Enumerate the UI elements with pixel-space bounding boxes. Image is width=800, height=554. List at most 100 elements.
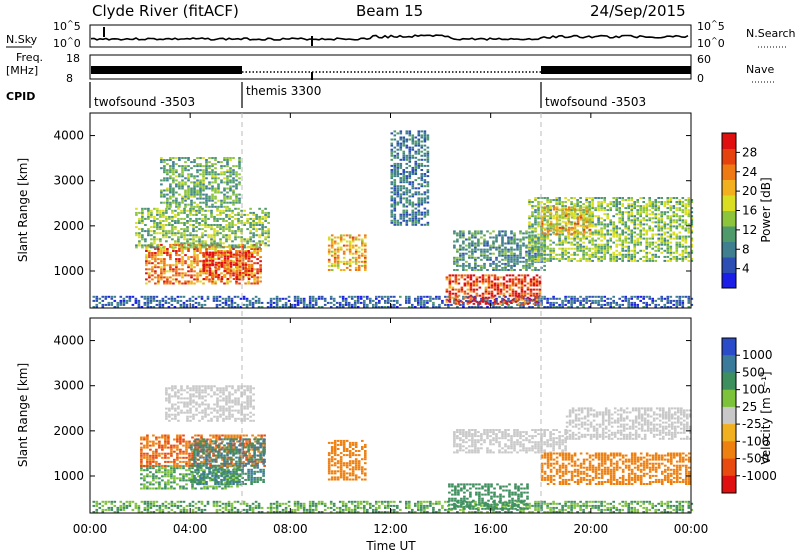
power-cell bbox=[226, 262, 229, 265]
power-cell bbox=[624, 223, 627, 226]
power-cell bbox=[543, 214, 547, 217]
velocity-cell bbox=[113, 500, 117, 503]
power-cell bbox=[459, 232, 462, 235]
power-cell bbox=[208, 199, 211, 202]
power-cell bbox=[645, 239, 648, 242]
power-cell bbox=[474, 262, 477, 265]
power-cell bbox=[690, 257, 694, 260]
power-cell bbox=[510, 246, 513, 249]
power-cell bbox=[208, 256, 211, 259]
power-cell bbox=[393, 130, 397, 133]
power-cell bbox=[469, 284, 473, 287]
power-cell bbox=[570, 243, 573, 246]
power-cell bbox=[684, 245, 688, 248]
power-cell bbox=[354, 252, 358, 255]
power-cell bbox=[510, 240, 513, 243]
power-cell bbox=[223, 189, 226, 192]
power-cell bbox=[174, 222, 177, 224]
power-cell bbox=[169, 159, 172, 161]
velocity-cell bbox=[170, 500, 174, 503]
power-cell bbox=[193, 177, 196, 180]
nsky-label: N.Sky bbox=[6, 33, 38, 46]
power-cell bbox=[612, 255, 615, 258]
power-cell bbox=[579, 237, 582, 240]
power-cell bbox=[208, 269, 212, 272]
power-cell bbox=[522, 306, 525, 308]
power-cell bbox=[615, 213, 618, 216]
power-cell bbox=[208, 197, 211, 200]
power-cell bbox=[190, 274, 193, 277]
power-cell bbox=[633, 205, 636, 208]
power-cell bbox=[606, 223, 609, 226]
power-cell bbox=[372, 299, 375, 302]
power-cell bbox=[345, 262, 349, 265]
power-cell bbox=[517, 274, 521, 277]
power-cell bbox=[630, 205, 633, 208]
power-cell bbox=[681, 295, 685, 298]
power-cell bbox=[157, 282, 160, 285]
power-cell bbox=[183, 230, 186, 233]
power-cell bbox=[538, 276, 542, 279]
velocity-cell bbox=[164, 506, 168, 509]
power-cell bbox=[597, 303, 600, 306]
power-cell bbox=[525, 260, 528, 263]
power-cell bbox=[426, 299, 429, 302]
power-cell bbox=[159, 228, 162, 231]
power-cell bbox=[573, 212, 577, 215]
velocity-cell bbox=[185, 511, 189, 513]
power-cell bbox=[116, 303, 120, 306]
power-cell bbox=[505, 300, 509, 303]
power-cell bbox=[175, 191, 178, 194]
power-cell bbox=[138, 234, 141, 237]
power-cell bbox=[591, 243, 594, 246]
power-cell bbox=[408, 213, 412, 216]
power-cell bbox=[214, 254, 217, 257]
power-cell bbox=[657, 209, 660, 212]
power-cell bbox=[153, 240, 156, 243]
power-cell bbox=[330, 240, 334, 243]
power-cell bbox=[648, 297, 651, 300]
power-cell bbox=[231, 226, 234, 229]
power-cell bbox=[205, 259, 209, 262]
power-cell bbox=[220, 165, 223, 168]
power-cell bbox=[636, 251, 639, 254]
power-cell bbox=[199, 163, 202, 166]
power-cell bbox=[159, 220, 162, 222]
power-cell bbox=[218, 295, 222, 298]
power-cell bbox=[290, 303, 294, 306]
power-cell bbox=[202, 181, 205, 184]
power-cell bbox=[195, 246, 198, 249]
power-cell bbox=[672, 257, 676, 260]
power-cell bbox=[181, 268, 184, 271]
power-cell bbox=[214, 245, 217, 248]
power-cell bbox=[202, 177, 205, 180]
power-cell bbox=[651, 243, 654, 246]
power-cell bbox=[523, 298, 527, 301]
power-cell bbox=[169, 157, 172, 159]
power-cell bbox=[364, 244, 367, 247]
power-cell bbox=[681, 301, 685, 304]
power-cell bbox=[261, 240, 264, 243]
power-cell bbox=[408, 295, 411, 298]
power-cell bbox=[627, 301, 630, 304]
power-cell bbox=[411, 171, 415, 173]
power-cell bbox=[543, 247, 546, 250]
velocity-cell bbox=[95, 502, 99, 505]
power-cell bbox=[323, 297, 327, 300]
power-cell bbox=[471, 242, 474, 245]
power-cell bbox=[567, 219, 570, 222]
power-cell bbox=[498, 295, 501, 298]
power-cell bbox=[588, 203, 591, 206]
power-cell bbox=[396, 221, 400, 224]
velocity-cell bbox=[233, 500, 237, 503]
power-cell bbox=[591, 301, 594, 304]
velocity-cell bbox=[182, 508, 186, 511]
power-cell bbox=[513, 254, 516, 257]
power-cell bbox=[636, 241, 639, 244]
power-cell bbox=[172, 250, 175, 252]
power-cell bbox=[588, 249, 591, 252]
power-cell bbox=[228, 246, 231, 249]
power-cell bbox=[151, 262, 154, 265]
power-cell bbox=[229, 179, 232, 182]
power-cell bbox=[420, 183, 424, 186]
